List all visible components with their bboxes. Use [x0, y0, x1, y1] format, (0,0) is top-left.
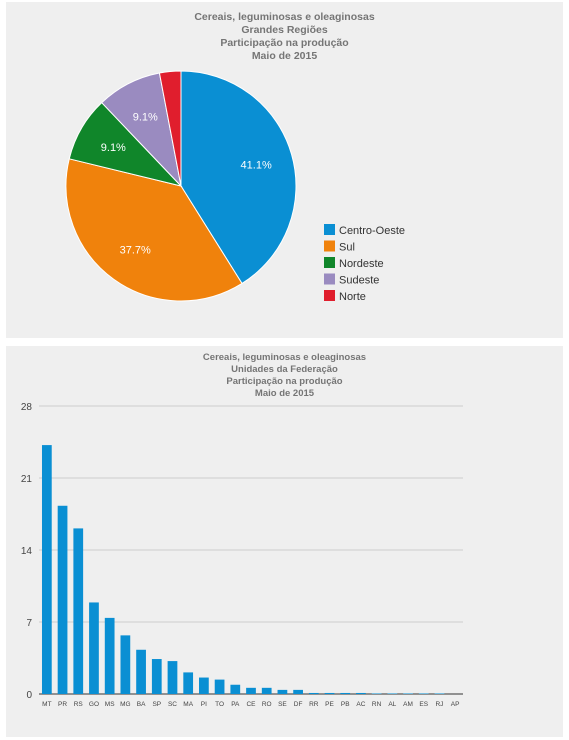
bar-pi	[199, 677, 209, 694]
bar-rn	[371, 693, 382, 694]
legend-swatch-norte	[324, 290, 335, 301]
pie-chart: 41.1% 37.7% 9.1% 9.1% Centro-Oeste Sul Nordest…	[65, 70, 405, 303]
bar-al	[387, 693, 398, 694]
x-tick-label-mg: MG	[120, 701, 130, 708]
pie-label-sul: 37.7%	[120, 244, 151, 256]
x-tick-label-pa: PA	[231, 701, 240, 708]
bar-rs	[73, 528, 84, 694]
x-tick-label-se: SE	[278, 701, 287, 708]
legend-swatch-centro-oeste	[324, 224, 335, 235]
bar-pb	[340, 692, 351, 694]
x-tick-label-rn: RN	[372, 701, 382, 708]
bar-pa	[230, 684, 241, 694]
bar-title-line-3: Participação na produção	[226, 376, 343, 387]
bar-chart-title: Cereais, leguminosas e oleaginosas Unida…	[6, 352, 563, 400]
y-tick-label: 14	[21, 546, 33, 557]
bar-title-line-4: Maio de 2015	[254, 388, 315, 399]
bar-ba	[136, 649, 146, 694]
pie-label-nordeste: 9.1%	[101, 142, 126, 154]
bar-chart: 0 7 14 21 28 MT PR RS GO MS MG BA SP SC MA PI TO PA CE RO SE…	[21, 402, 463, 708]
bar-ce	[246, 687, 256, 694]
bar-df	[293, 689, 303, 694]
bar-ma	[183, 672, 194, 694]
x-tick-label-es: ES	[419, 701, 428, 708]
x-tick-label-pi: PI	[201, 701, 207, 708]
legend-label-sudeste: Sudeste	[339, 275, 379, 287]
x-tick-label-sp: SP	[152, 701, 161, 708]
x-tick-label-am: AM	[403, 701, 413, 708]
pie-chart-panel: Cereais, leguminosas e oleaginosas Grand…	[6, 2, 563, 338]
x-tick-label-rj: RJ	[435, 701, 443, 708]
bar-title-line-1: Cereais, leguminosas e oleaginosas	[202, 352, 367, 363]
pie-title-line-4: Maio de 2015	[251, 50, 318, 62]
pie-slice-centro-oeste	[180, 70, 297, 285]
bar-sc	[167, 661, 178, 694]
y-tick-label: 0	[26, 690, 32, 701]
x-tick-label-ac: AC	[356, 701, 365, 708]
legend-label-nordeste: Nordeste	[339, 258, 384, 270]
bar-chart-panel: Cereais, leguminosas e oleaginosas Unida…	[6, 346, 563, 737]
x-tick-label-al: AL	[388, 701, 396, 708]
bar-pe	[324, 692, 335, 694]
x-tick-label-ap: AP	[451, 701, 460, 708]
bar-ro	[261, 687, 272, 694]
bar-ms	[104, 617, 115, 694]
bar-ac	[356, 692, 366, 694]
pie-label-centro-oeste: 41.1%	[241, 159, 272, 171]
pie-label-sudeste: 9.1%	[133, 111, 158, 123]
bar-title-line-2: Unidades da Federação	[231, 364, 338, 375]
bar-go	[89, 602, 99, 694]
pie-slice-norte	[158, 70, 182, 187]
bar-am	[403, 693, 413, 694]
x-tick-label-ms: MS	[105, 701, 115, 708]
x-tick-label-to: TO	[215, 701, 224, 708]
x-tick-label-df: DF	[294, 701, 303, 708]
legend-swatch-nordeste	[324, 257, 335, 268]
x-tick-label-ro: RO	[262, 701, 272, 708]
y-tick-label: 28	[21, 402, 33, 413]
x-tick-label-ba: BA	[137, 701, 146, 708]
bar-rr	[308, 692, 319, 694]
x-tick-label-mt: MT	[42, 701, 51, 708]
x-tick-label-rs: RS	[74, 701, 84, 708]
bar-sp	[151, 659, 162, 694]
pie-chart-title: Cereais, leguminosas e oleaginosas Grand…	[6, 11, 563, 63]
pie-slice-sul	[65, 158, 243, 302]
bar-mt	[41, 445, 52, 694]
bar-mg	[120, 635, 131, 694]
x-tick-label-ce: CE	[246, 701, 256, 708]
bar-to	[214, 679, 225, 694]
x-tick-label-pe: PE	[325, 701, 334, 708]
x-tick-label-ma: MA	[183, 701, 193, 708]
legend-swatch-sudeste	[324, 273, 335, 285]
x-tick-label-pr: PR	[58, 701, 67, 708]
pie-title-line-1: Cereais, leguminosas e oleaginosas	[194, 11, 375, 23]
bar-es	[418, 693, 429, 694]
pie-title-line-3: Participação na produção	[220, 37, 349, 49]
legend-label-norte: Norte	[339, 291, 366, 303]
x-tick-label-go: GO	[89, 701, 99, 708]
y-tick-label: 21	[21, 474, 33, 485]
bar-rj	[434, 693, 445, 694]
legend-label-centro-oeste: Centro-Oeste	[339, 225, 405, 237]
legend-swatch-sul	[324, 240, 335, 252]
x-tick-label-pb: PB	[341, 701, 350, 708]
bar-pr	[57, 505, 68, 694]
x-tick-label-rr: RR	[309, 701, 319, 708]
y-tick-label: 7	[26, 618, 32, 629]
bar-se	[277, 689, 288, 694]
x-tick-label-sc: SC	[168, 701, 177, 708]
pie-title-line-2: Grandes Regiões	[241, 24, 328, 36]
legend-label-sul: Sul	[339, 242, 355, 254]
